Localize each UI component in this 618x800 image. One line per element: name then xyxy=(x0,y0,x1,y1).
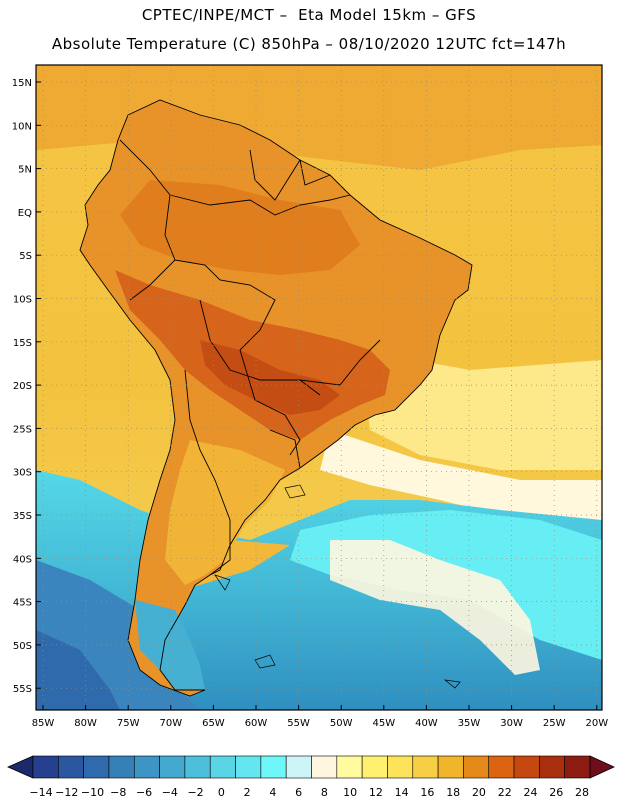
colorbar-label: 10 xyxy=(343,786,357,799)
northern-band xyxy=(36,65,602,170)
lat-label: 15S xyxy=(13,338,32,349)
colorbar-swatch xyxy=(437,755,464,779)
colorbar-label: −2 xyxy=(187,786,203,799)
colorbar-label: 4 xyxy=(269,786,276,799)
colorbar xyxy=(7,755,615,779)
colorbar-swatch xyxy=(539,755,565,779)
coast-details xyxy=(214,484,461,689)
colorbar-swatch xyxy=(285,755,312,779)
lon-label: 25W xyxy=(543,718,566,729)
colorbar-swatch xyxy=(32,755,59,779)
lat-label: 35S xyxy=(13,511,32,522)
lon-label: 60W xyxy=(245,718,268,729)
colorbar-label: 2 xyxy=(244,786,251,799)
southern-cone-warm xyxy=(165,440,285,585)
colorbar-label: 28 xyxy=(575,786,589,799)
lon-label: 55W xyxy=(287,718,310,729)
colorbar-label: −8 xyxy=(110,786,126,799)
colorbar-swatch xyxy=(133,755,160,779)
lat-label: 40S xyxy=(13,554,32,565)
lat-label: 5N xyxy=(18,165,32,176)
colorbar-label: −6 xyxy=(136,786,152,799)
patagonia-tip xyxy=(135,600,205,690)
colorbar-swatch xyxy=(311,755,338,779)
colorbar-labels: −14 −12 −10 −8 −6 −4 −2 0 2 4 6 8 10 12 14 16 18 20 22 24 26… xyxy=(29,786,589,799)
lon-label: 65W xyxy=(202,718,225,729)
colorbar-swatch xyxy=(463,755,490,779)
colorbar-label: −14 xyxy=(29,786,52,799)
colorbar-swatch xyxy=(513,755,540,779)
lon-label: 85W xyxy=(32,718,55,729)
lat-label: EQ xyxy=(18,208,32,219)
map-area[interactable] xyxy=(36,65,602,710)
colorbar-swatch xyxy=(564,755,591,779)
hottest-core xyxy=(200,340,340,415)
colorbar-swatch xyxy=(488,755,515,779)
lon-label: 75W xyxy=(117,718,140,729)
lat-label: 10N xyxy=(12,121,32,132)
lat-label: 55S xyxy=(13,684,32,695)
colorbar-swatch xyxy=(184,755,211,779)
map-subtitle: Absolute Temperature (C) 850hPa – 08/10/… xyxy=(51,35,567,53)
colorbar-swatch xyxy=(336,755,363,779)
lon-label: 50W xyxy=(330,718,353,729)
colorbar-swatch xyxy=(361,755,388,779)
colorbar-swatch xyxy=(159,755,186,779)
colorbar-swatch xyxy=(260,755,287,779)
lat-label: 15N xyxy=(12,78,32,89)
map-title: CPTEC/INPE/MCT – Eta Model 15km – GFS xyxy=(141,6,477,24)
colorbar-label: 8 xyxy=(321,786,328,799)
colorbar-swatch xyxy=(209,755,236,779)
map-frame xyxy=(35,64,603,711)
amazon-zone xyxy=(120,180,360,275)
colorbar-label: 22 xyxy=(498,786,512,799)
colorbar-swatch xyxy=(412,755,439,779)
lat-label: 30S xyxy=(13,468,32,479)
lon-label: 30W xyxy=(500,718,523,729)
lat-label: 45S xyxy=(13,598,32,609)
colorbar-label: 18 xyxy=(446,786,460,799)
colorbar-label: 16 xyxy=(420,786,434,799)
darker-blue-sw xyxy=(36,630,120,710)
colorbar-label: 14 xyxy=(395,786,409,799)
colorbar-swatch xyxy=(58,755,84,779)
colorbar-swatch xyxy=(387,755,414,779)
cream-swirl xyxy=(330,540,540,675)
colorbar-label: −12 xyxy=(55,786,78,799)
lat-label: 20S xyxy=(13,381,32,392)
lat-label: 5S xyxy=(19,251,32,262)
lon-label: 70W xyxy=(159,718,182,729)
lon-label: 20W xyxy=(585,718,608,729)
lon-label: 40W xyxy=(415,718,438,729)
latitude-labels: 15N 10N 5N EQ 5S 10S 15S 20S 25S 30S 35S 40S 45S 50S 5… xyxy=(12,78,41,695)
colorbar-label: 26 xyxy=(549,786,563,799)
colorbar-high-arrow xyxy=(589,755,615,779)
colorbar-label: −4 xyxy=(162,786,178,799)
colorbar-label: 20 xyxy=(472,786,486,799)
colorbar-swatch xyxy=(83,755,110,779)
colorbar-label: 24 xyxy=(523,786,537,799)
colorbar-swatch xyxy=(108,755,135,779)
longitude-labels: 85W 80W 75W 70W 65W 60W 55W 50W 45W 40W 35W 30W 25W 2… xyxy=(32,705,608,729)
lat-label: 25S xyxy=(13,424,32,435)
lon-label: 35W xyxy=(458,718,481,729)
colorbar-label: 6 xyxy=(295,786,302,799)
colorbar-label: −10 xyxy=(81,786,104,799)
colorbar-label: 12 xyxy=(369,786,383,799)
colorbar-label: 0 xyxy=(218,786,225,799)
lon-label: 80W xyxy=(74,718,97,729)
colorbar-swatch xyxy=(235,755,262,779)
lat-label: 10S xyxy=(13,295,32,306)
colorbar-low-arrow xyxy=(7,755,34,779)
lat-label: 50S xyxy=(13,641,32,652)
lon-label: 45W xyxy=(372,718,395,729)
cream-band xyxy=(320,430,602,520)
country-borders xyxy=(79,99,473,697)
